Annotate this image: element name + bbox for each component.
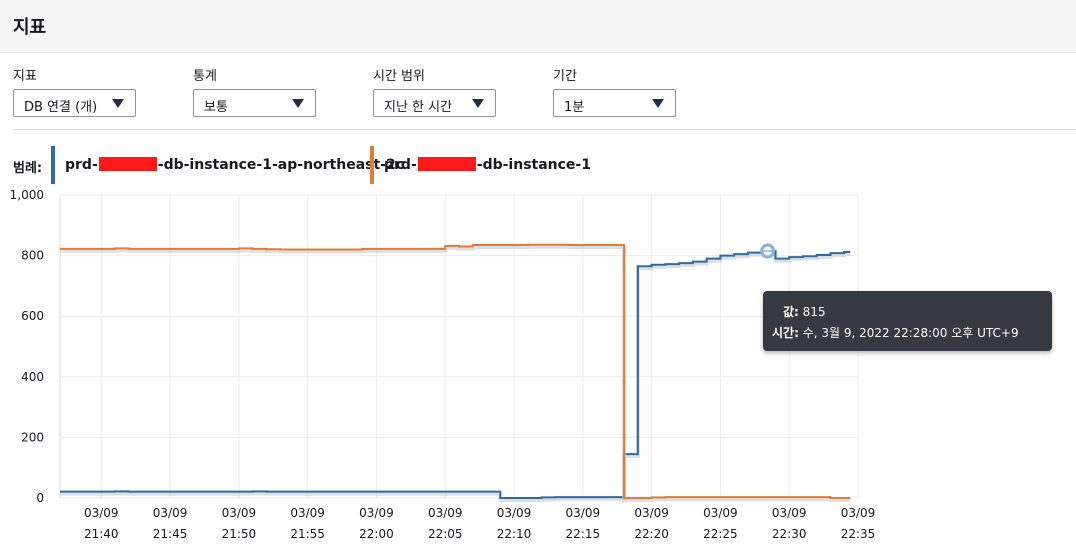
x-tick-time-label: 22:05	[428, 527, 463, 541]
x-tick-time-label: 21:55	[290, 527, 325, 541]
x-tick-time-label: 21:50	[222, 527, 257, 541]
x-tick-date-label: 03/09	[222, 506, 257, 520]
x-tick-time-label: 22:20	[634, 527, 669, 541]
x-tick-time-label: 22:35	[841, 527, 876, 541]
statistic-label: 통계	[193, 69, 217, 84]
legend-swatch	[51, 146, 55, 184]
tooltip-time-label: 시간:	[772, 326, 799, 340]
y-tick-label: 1,000	[10, 188, 44, 202]
page-title: 지표	[13, 17, 47, 38]
x-tick-date-label: 03/09	[566, 506, 601, 520]
legend-item-text: prd- -db-instance-1	[384, 157, 591, 173]
legend-swatch	[370, 146, 374, 184]
x-tick-time-label: 21:45	[153, 527, 188, 541]
series-shadow	[60, 244, 851, 502]
series-line-instance-2c	[60, 250, 851, 499]
y-tick-label: 200	[21, 430, 44, 444]
legend-item-prefix: prd-	[384, 157, 417, 173]
x-tick-date-label: 03/09	[153, 506, 188, 520]
redaction-mark	[98, 157, 157, 171]
caret-down-icon	[112, 99, 124, 108]
tooltip-value-row: 값: 815	[783, 303, 826, 320]
legend-item-prefix: prd-	[65, 157, 98, 173]
tooltip-value-label: 값:	[783, 305, 799, 319]
x-tick-date-label: 03/09	[290, 506, 325, 520]
divider	[13, 129, 1076, 130]
y-tick-label: 800	[21, 249, 44, 263]
statistic-select[interactable]: 보통	[193, 89, 316, 117]
y-tick-label: 400	[21, 370, 44, 384]
metric-select-value: DB 연결 (개)	[24, 100, 98, 115]
x-tick-date-label: 03/09	[772, 506, 807, 520]
x-tick-time-label: 22:30	[772, 527, 807, 541]
x-tick-time-label: 22:00	[359, 527, 394, 541]
chart-tooltip: 값: 815 시간: 수, 3월 9, 2022 22:28:00 오후 UTC…	[763, 291, 1052, 351]
redaction-mark	[417, 157, 476, 171]
caret-down-icon	[652, 99, 664, 108]
caret-down-icon	[472, 99, 484, 108]
y-tick-label: 0	[36, 491, 44, 505]
period-label: 기간	[553, 69, 577, 84]
legend-label: 범례:	[13, 161, 43, 176]
caret-down-icon	[292, 99, 304, 108]
plot-border	[59, 194, 859, 499]
x-tick-date-label: 03/09	[634, 506, 669, 520]
highlight-point	[760, 243, 776, 259]
y-tick-label: 600	[21, 309, 44, 323]
period-select[interactable]: 1분	[553, 89, 676, 117]
metric-label: 지표	[13, 69, 37, 84]
metric-chart[interactable]: 0 200 400 600 800 1,000 03/09 21:40 03/09 21:45 03…	[0, 185, 1076, 560]
metric-select[interactable]: DB 연결 (개)	[13, 89, 136, 117]
x-tick-date-label: 03/09	[703, 506, 738, 520]
page-header: 지표	[0, 0, 1076, 53]
x-tick-date-label: 03/09	[84, 506, 119, 520]
time-range-select[interactable]: 지난 한 시간	[373, 89, 496, 117]
time-range-label: 시간 범위	[373, 69, 425, 84]
x-tick-time-label: 22:25	[703, 527, 738, 541]
statistic-select-value: 보통	[204, 100, 228, 115]
x-tick-time-label: 22:15	[566, 527, 601, 541]
legend-item-suffix: -db-instance-1	[476, 157, 591, 173]
time-range-select-value: 지난 한 시간	[384, 100, 453, 115]
x-tick-time-label: 21:40	[84, 527, 119, 541]
tooltip-value: 815	[802, 305, 826, 319]
x-tick-date-label: 03/09	[359, 506, 394, 520]
legend-item-suffix: -db-instance-1-ap-northeast-2c	[157, 157, 405, 173]
x-tick-date-label: 03/09	[841, 506, 876, 520]
series-line-instance-1	[60, 243, 851, 499]
x-tick-date-label: 03/09	[497, 506, 532, 520]
tooltip-time: 수, 3월 9, 2022 22:28:00 오후 UTC+9	[802, 326, 1019, 340]
x-tick-time-label: 22:10	[497, 527, 532, 541]
legend-item-text: prd- -db-instance-1-ap-northeast-2c	[65, 157, 404, 173]
period-select-value: 1분	[564, 100, 585, 115]
tooltip-time-row: 시간: 수, 3월 9, 2022 22:28:00 오후 UTC+9	[772, 324, 1019, 341]
x-tick-date-label: 03/09	[428, 506, 463, 520]
